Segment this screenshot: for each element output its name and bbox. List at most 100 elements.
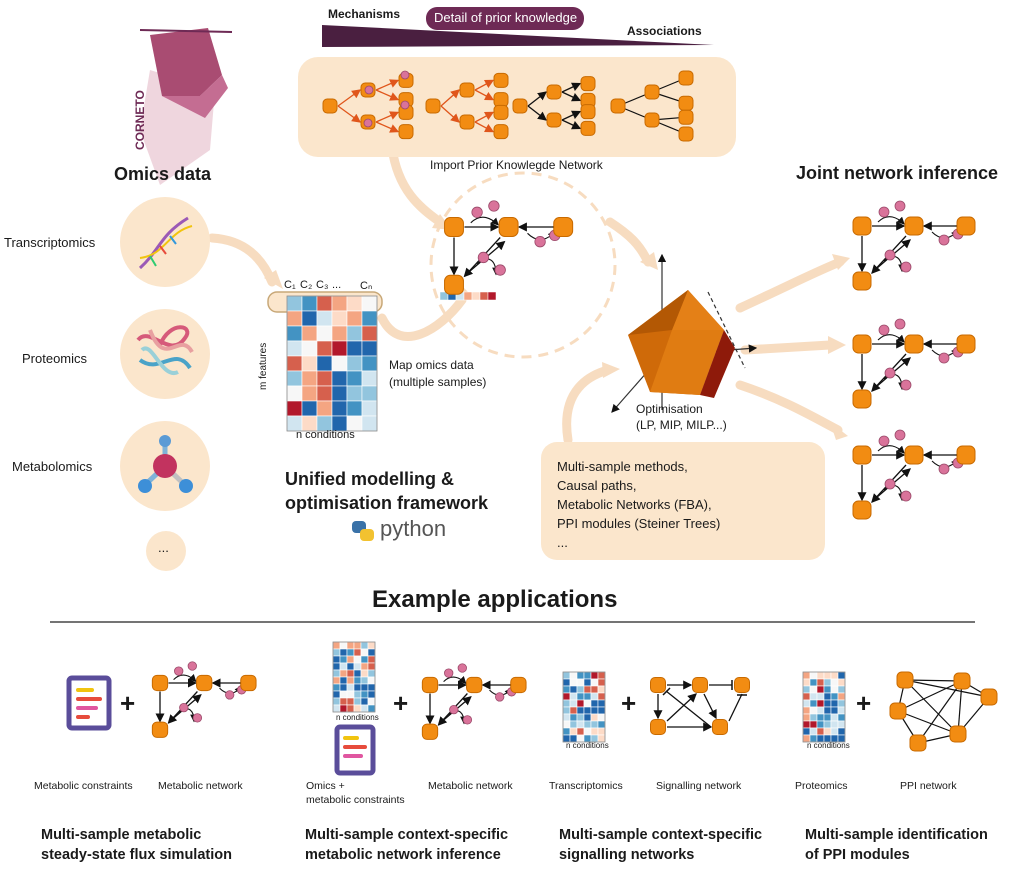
heatmap-cell [830, 713, 839, 722]
signalling-ppi-networks [650, 671, 998, 752]
python-text: python [380, 516, 447, 541]
optimisation-label-2: (LP, MIP, MILP...) [636, 418, 727, 432]
heatmap-cell [353, 655, 362, 664]
node [852, 445, 872, 465]
heatmap-cell [802, 678, 811, 687]
app1-title: Multi-sample metabolic steady-state flux … [41, 825, 232, 865]
plus-sign-2: + [393, 688, 409, 718]
inference-circle [429, 171, 617, 359]
app1-left-caption: Metabolic constraints [34, 780, 133, 792]
heatmap-cell [353, 683, 362, 692]
node [889, 702, 907, 720]
heatmap-cell [823, 720, 832, 729]
heatmap-cell [837, 692, 846, 701]
metabolite [363, 118, 373, 128]
node [650, 677, 666, 693]
metabolite [894, 318, 906, 330]
detail-wedge [322, 25, 714, 47]
node [493, 124, 509, 140]
heatmap-cell [339, 648, 348, 657]
heatmap-cell [569, 699, 578, 708]
heatmap-cell [569, 685, 578, 694]
heatmap-cell [331, 400, 348, 417]
app4-left-caption: Proteomics [795, 780, 848, 792]
logo-text: CORNETO [133, 90, 147, 150]
node [196, 674, 213, 692]
heatmap-cell [576, 727, 585, 736]
app4-matrix-col-label: n conditions [807, 741, 850, 750]
heatmap-cell [583, 727, 592, 736]
node [852, 389, 872, 409]
heatmap-cell [590, 727, 599, 736]
method-item: Multi-sample methods, [557, 459, 688, 474]
heatmap-cell [837, 685, 846, 694]
metabolite [894, 429, 906, 441]
edge [337, 89, 362, 107]
heatmap-cell [286, 385, 303, 402]
heatmap-cell [286, 370, 303, 387]
edge [561, 110, 582, 121]
heatmap-cell [332, 669, 341, 678]
heatmap-cell [823, 678, 832, 687]
matrix-col-header: ... [332, 279, 342, 291]
edge [527, 105, 548, 121]
heatmap-cell [301, 355, 318, 372]
node [421, 676, 439, 694]
heatmap-cell [576, 720, 585, 729]
framework-title-1: Unified modelling & [285, 469, 454, 489]
method-item: Causal paths, [557, 478, 637, 493]
node [956, 334, 976, 354]
framework-title-2: optimisation framework [285, 493, 489, 513]
heatmap-cell [346, 295, 363, 312]
dna-icon [138, 216, 193, 270]
heatmap-cell [339, 697, 348, 706]
edge [904, 679, 959, 735]
app3-matrix-col-label: n conditions [566, 741, 609, 750]
heatmap-cell [830, 685, 839, 694]
heatmap-cell [830, 727, 839, 736]
metabolite [457, 663, 467, 673]
heatmap-cell [802, 706, 811, 715]
metabolite [894, 200, 906, 212]
edge [877, 445, 905, 454]
heatmap-cell [590, 713, 599, 722]
heatmap-cell [590, 678, 599, 687]
heatmap-cell [590, 720, 599, 729]
metabolite [884, 478, 896, 490]
edge [703, 693, 717, 720]
heatmap-cell [361, 370, 378, 387]
heatmap-cell [590, 699, 599, 708]
heatmap-cell [830, 692, 839, 701]
edge [474, 89, 495, 101]
optimisation-label-1: Optimisation [636, 402, 703, 416]
heatmap-cell [346, 697, 355, 706]
heatmap-cell [830, 699, 839, 708]
metabolite [477, 251, 490, 264]
edge [440, 89, 460, 107]
heatmap-cell [823, 685, 832, 694]
heatmap-cell [816, 720, 825, 729]
heatmap-cell [301, 325, 318, 342]
edge [666, 693, 697, 722]
heatmap-cell [823, 671, 832, 680]
metabolite [938, 234, 950, 246]
constraints-document-2 [334, 724, 376, 776]
heatmap-cell [809, 720, 818, 729]
heatmap-cell [597, 678, 606, 687]
node [904, 216, 924, 236]
heatmap-cell [597, 671, 606, 680]
node [610, 98, 626, 114]
metabolite [494, 264, 506, 276]
map-label-1: Map omics data [389, 358, 474, 372]
mechanisms-label: Mechanisms [328, 7, 401, 21]
node [852, 500, 872, 520]
proteomics-circle [120, 309, 210, 399]
node [553, 217, 574, 237]
node [644, 84, 660, 100]
edge [957, 680, 963, 735]
method-item: Metabolic Networks (FBA), [557, 497, 712, 512]
heatmap-frame [286, 295, 378, 432]
heatmap-cell [590, 685, 599, 694]
omics-item-proteomics: Proteomics [22, 351, 88, 366]
app1-right-caption: Metabolic network [158, 780, 243, 792]
